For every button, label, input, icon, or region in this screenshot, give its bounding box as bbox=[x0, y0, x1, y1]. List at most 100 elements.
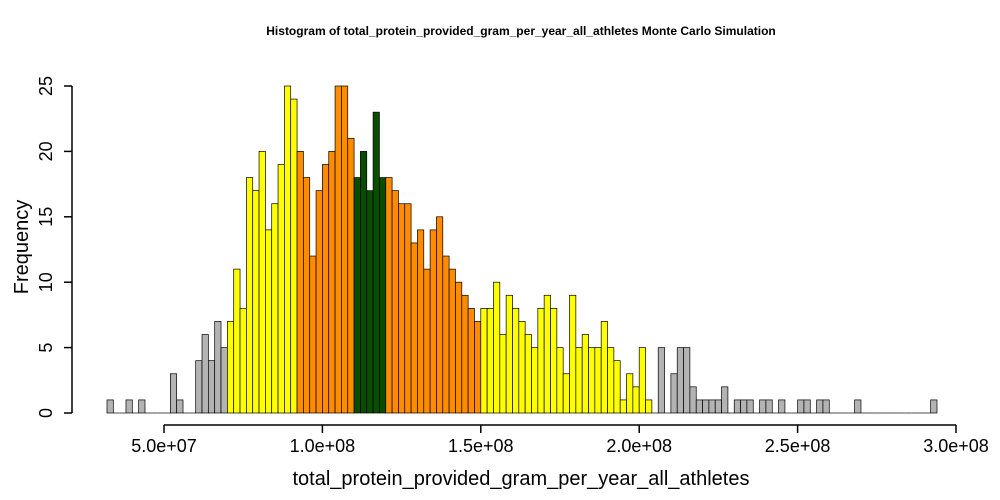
histogram-bar bbox=[398, 203, 406, 414]
histogram-bar bbox=[493, 281, 501, 414]
histogram-bar bbox=[531, 347, 539, 414]
histogram-bar bbox=[562, 373, 570, 414]
histogram-bar bbox=[797, 399, 805, 414]
histogram-bar bbox=[657, 347, 665, 414]
histogram-bar bbox=[353, 177, 361, 414]
histogram-bar bbox=[594, 347, 602, 414]
histogram-bar bbox=[480, 308, 488, 414]
histogram-bar bbox=[759, 399, 767, 414]
x-tick-label: 3.0e+08 bbox=[923, 436, 989, 456]
histogram-bar bbox=[550, 308, 558, 414]
histogram-bar bbox=[695, 399, 703, 414]
histogram-bar bbox=[708, 399, 716, 414]
histogram-bar bbox=[626, 373, 634, 414]
y-tick-label: 15 bbox=[36, 207, 56, 227]
histogram-bar bbox=[645, 399, 653, 414]
histogram-bar bbox=[233, 268, 241, 414]
x-tick-label: 2.0e+08 bbox=[606, 436, 672, 456]
histogram-bar bbox=[277, 164, 285, 414]
y-tick-label: 10 bbox=[36, 272, 56, 292]
histogram-bar bbox=[588, 347, 596, 414]
histogram-bar bbox=[778, 399, 786, 414]
histogram-bar bbox=[518, 321, 526, 414]
histogram-bar bbox=[227, 321, 235, 414]
histogram-bar bbox=[486, 308, 494, 414]
x-axis: 5.0e+07 1.0e+08 1.5e+08 2.0e+08 2.5e+08 3.0e+… bbox=[131, 424, 989, 456]
x-tick-label: 1.0e+08 bbox=[290, 436, 356, 456]
histogram-bar bbox=[366, 190, 374, 414]
histogram-bar bbox=[740, 399, 748, 414]
histogram-bar bbox=[499, 334, 507, 414]
y-tick-label: 25 bbox=[36, 76, 56, 96]
histogram-bar bbox=[315, 190, 323, 414]
x-tick-label: 1.5e+08 bbox=[448, 436, 514, 456]
histogram-bar bbox=[423, 268, 431, 414]
histogram-bar bbox=[467, 308, 475, 414]
histogram-bar bbox=[169, 373, 178, 414]
histogram-bar bbox=[309, 255, 317, 414]
histogram-bar bbox=[670, 373, 678, 414]
histogram-bar bbox=[284, 85, 292, 414]
histogram-bars bbox=[106, 85, 938, 414]
histogram-bar bbox=[442, 255, 450, 414]
histogram-bar bbox=[581, 334, 589, 414]
histogram-bar bbox=[201, 334, 209, 414]
histogram-bar bbox=[138, 399, 146, 414]
histogram-bar bbox=[455, 281, 463, 414]
histogram-bar bbox=[689, 386, 697, 414]
chart-title: Histogram of total_protein_provided_gram… bbox=[266, 24, 775, 38]
histogram-bar bbox=[683, 347, 691, 414]
histogram-bar bbox=[474, 321, 482, 414]
histogram-bar bbox=[619, 399, 627, 414]
histogram-bar bbox=[265, 229, 273, 414]
histogram-bar bbox=[569, 294, 577, 414]
histogram-bar bbox=[410, 242, 418, 414]
histogram-bar bbox=[600, 321, 608, 414]
histogram-bar bbox=[252, 190, 260, 414]
histogram-bar bbox=[512, 308, 520, 414]
histogram-bar bbox=[816, 399, 824, 414]
histogram-bar bbox=[176, 399, 184, 414]
histogram-bar bbox=[429, 229, 437, 414]
histogram-bar bbox=[613, 360, 621, 414]
histogram-bar bbox=[360, 151, 368, 414]
histogram-bar bbox=[537, 308, 545, 414]
histogram-bar bbox=[220, 347, 228, 414]
histogram-bar bbox=[930, 399, 938, 414]
histogram-bar bbox=[322, 164, 330, 414]
histogram-bar bbox=[746, 399, 754, 414]
histogram-bar bbox=[436, 216, 444, 414]
histogram-bar bbox=[372, 111, 380, 414]
histogram-bar bbox=[106, 399, 114, 414]
histogram-bar bbox=[246, 177, 254, 414]
histogram-bar bbox=[271, 203, 279, 414]
x-axis-label: total_protein_provided_gram_per_year_all… bbox=[293, 468, 750, 490]
histogram-bar bbox=[822, 399, 830, 414]
histogram-bar bbox=[341, 85, 349, 414]
y-axis-label: Frequency bbox=[11, 200, 33, 295]
histogram-bar bbox=[556, 347, 564, 414]
histogram-bar bbox=[195, 360, 203, 414]
histogram-bar bbox=[803, 399, 811, 414]
histogram-bar bbox=[638, 347, 646, 414]
histogram-bar bbox=[721, 386, 729, 414]
histogram-bar bbox=[575, 347, 583, 414]
histogram-bar bbox=[733, 399, 741, 414]
histogram-bar bbox=[607, 347, 615, 414]
histogram-bar bbox=[505, 294, 513, 414]
histogram-bar bbox=[448, 268, 456, 414]
histogram-bar bbox=[258, 151, 266, 414]
histogram-bar bbox=[461, 294, 469, 414]
histogram-bar bbox=[391, 190, 399, 414]
histogram-bar bbox=[303, 177, 311, 414]
histogram-bar bbox=[347, 137, 355, 414]
x-tick-label: 2.5e+08 bbox=[765, 436, 831, 456]
histogram-bar bbox=[702, 399, 710, 414]
histogram-bar bbox=[854, 399, 862, 414]
histogram-bar bbox=[524, 334, 532, 414]
histogram-bar bbox=[239, 308, 247, 414]
histogram-bar bbox=[385, 177, 393, 414]
histogram-bar bbox=[543, 294, 551, 414]
y-axis: 0 5 10 15 20 25 bbox=[36, 76, 73, 418]
